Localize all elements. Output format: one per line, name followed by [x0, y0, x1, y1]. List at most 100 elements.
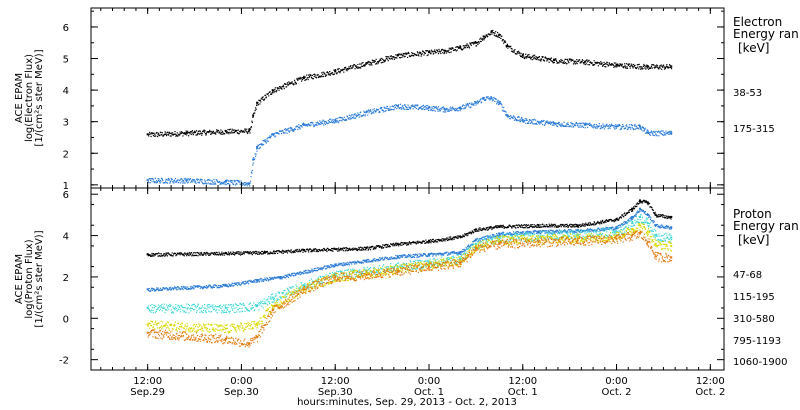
trace-dot: [223, 304, 225, 306]
trace-dot: [546, 120, 548, 122]
trace-dot: [474, 240, 477, 242]
trace-dot: [428, 109, 430, 111]
trace-dot: [198, 133, 200, 135]
trace-dot: [525, 55, 527, 58]
trace-dot: [392, 257, 395, 260]
trace-dot: [623, 67, 625, 69]
trace-dot: [498, 226, 500, 228]
trace-dot: [360, 67, 362, 69]
trace-dot: [263, 98, 266, 100]
trace-dot: [234, 184, 237, 186]
trace-dot: [179, 306, 181, 308]
trace-dot: [223, 183, 225, 185]
trace-dot: [420, 107, 422, 109]
trace-dot: [593, 125, 595, 127]
trace-dot: [485, 96, 487, 98]
trace-dot: [635, 125, 637, 127]
trace-dot: [559, 61, 562, 63]
trace-dot: [328, 267, 330, 269]
trace-dot: [338, 71, 340, 73]
trace-dot: [489, 98, 492, 100]
trace-dot: [183, 253, 185, 255]
trace-dot: [532, 123, 534, 125]
trace-dot: [303, 285, 305, 287]
trace-dot: [464, 107, 466, 109]
trace-dot: [487, 35, 489, 37]
trace-dot: [602, 227, 604, 229]
trace-dot: [225, 311, 228, 313]
trace-dot: [579, 231, 581, 233]
trace-dot: [237, 251, 239, 253]
trace-dot: [544, 122, 547, 124]
trace-dot: [602, 123, 604, 125]
trace-dot: [451, 106, 454, 108]
trace-dot: [368, 248, 370, 250]
trace-dot: [458, 107, 460, 109]
trace-dot: [505, 45, 507, 47]
trace-dot: [362, 64, 365, 66]
trace-dot: [360, 249, 362, 251]
trace-dot: [308, 249, 310, 251]
trace-dot: [199, 311, 201, 313]
trace-dot: [381, 57, 383, 60]
trace-dot: [287, 249, 290, 251]
trace-dot: [542, 120, 545, 122]
trace-dot: [628, 211, 630, 214]
trace-dot: [253, 157, 255, 159]
trace-dot: [316, 270, 319, 272]
trace-dot: [643, 65, 645, 67]
trace-dot: [428, 106, 431, 108]
trace-dot: [178, 181, 180, 184]
trace-dot: [564, 62, 567, 64]
trace-dot: [296, 290, 298, 292]
trace-dot: [193, 288, 195, 290]
trace-dot: [329, 121, 331, 123]
trace-dot: [207, 285, 209, 287]
trace-dot: [415, 253, 418, 256]
data-point: [490, 30, 493, 33]
trace-dot: [285, 251, 287, 253]
trace-dot: [158, 178, 160, 180]
trace-dot: [238, 304, 240, 306]
trace-dot: [164, 311, 166, 314]
trace-dot: [547, 121, 549, 123]
trace-dot: [246, 183, 248, 185]
trace-dot: [336, 73, 338, 75]
trace-dot: [633, 207, 636, 209]
trace-dot: [358, 67, 360, 69]
trace-dot: [435, 255, 437, 257]
trace-dot: [213, 132, 215, 134]
trace-dot: [298, 273, 300, 275]
trace-dot: [464, 233, 466, 235]
data-point: [670, 236, 673, 239]
trace-dot: [584, 60, 586, 63]
trace-dot: [657, 214, 660, 216]
trace-dot: [279, 87, 281, 89]
trace-dot: [150, 289, 152, 291]
trace-dot: [223, 254, 225, 256]
trace-dot: [241, 307, 243, 310]
trace-dot: [368, 112, 370, 114]
trace-dot: [155, 305, 157, 308]
data-point: [553, 59, 556, 62]
trace-dot: [226, 131, 229, 133]
trace-dot: [643, 63, 645, 66]
trace-dot: [558, 123, 560, 126]
trace-dot: [536, 123, 538, 126]
trace-dot: [378, 257, 381, 259]
data-point: [459, 106, 462, 109]
trace-dot: [226, 183, 229, 185]
trace-dot: [434, 110, 436, 112]
trace-dot: [226, 284, 228, 286]
trace-dot: [147, 133, 149, 135]
trace-dot: [297, 273, 299, 275]
trace-dot: [241, 282, 243, 285]
trace-dot: [521, 119, 524, 121]
trace-dot: [160, 306, 162, 308]
trace-dot: [169, 303, 171, 305]
trace-dot: [461, 105, 464, 107]
data-point: [443, 108, 446, 111]
trace-dot: [604, 220, 606, 223]
trace-dot: [429, 107, 431, 109]
trace-dot: [606, 123, 608, 125]
